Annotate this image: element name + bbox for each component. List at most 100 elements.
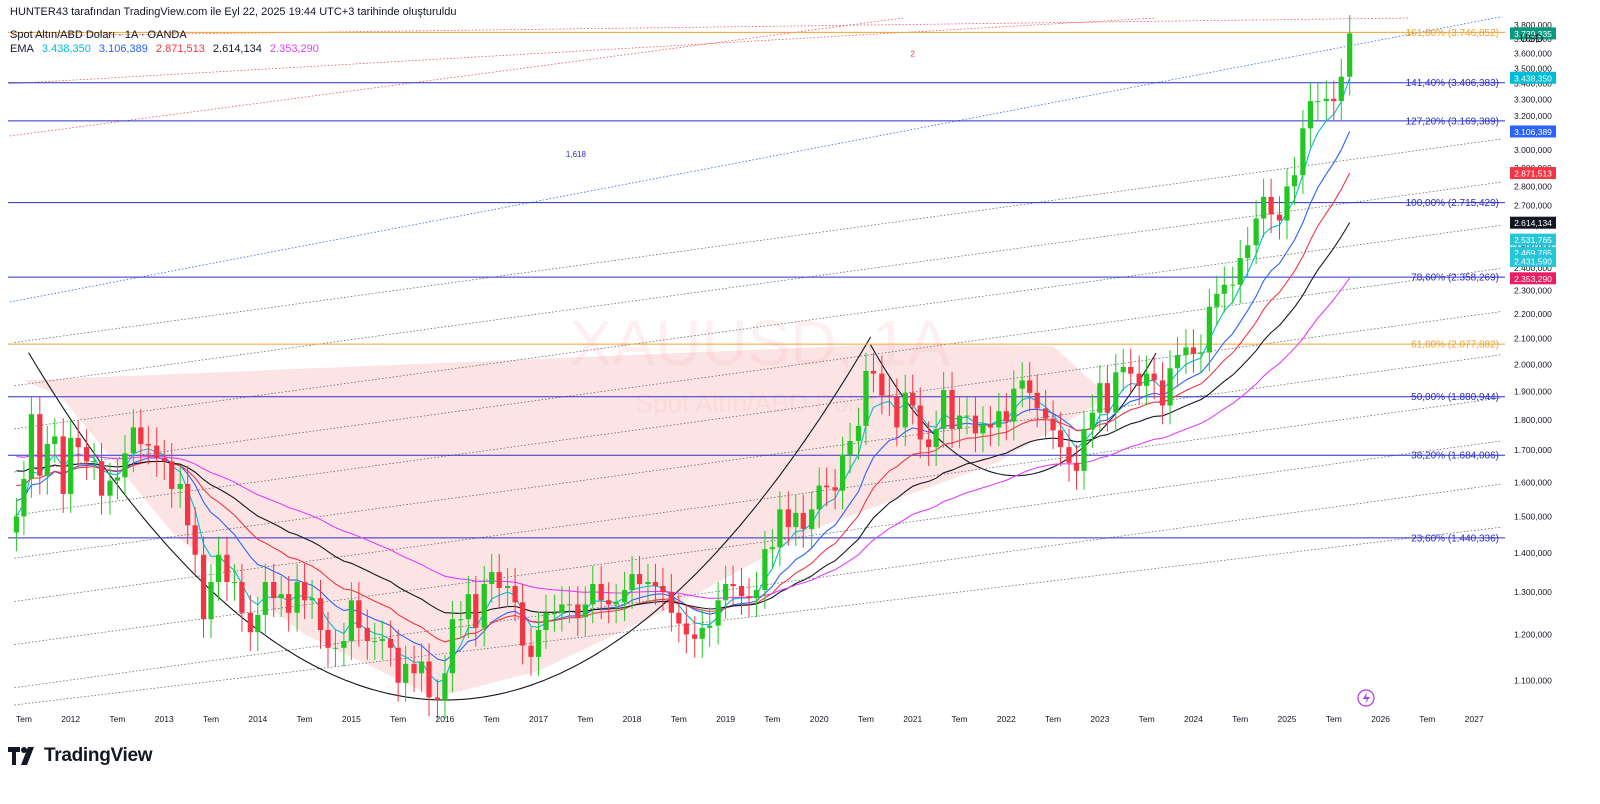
- y-tick-label: 3.200,000: [1514, 111, 1552, 121]
- candle-body: [1260, 196, 1267, 219]
- tradingview-logo[interactable]: TradingView: [8, 745, 153, 767]
- candle-body: [83, 447, 90, 462]
- candle-body: [44, 444, 50, 476]
- candle-body: [1190, 347, 1197, 354]
- candle-body: [551, 612, 558, 614]
- candle-body: [403, 663, 409, 683]
- candle-body: [411, 663, 417, 674]
- candles: [13, 15, 1353, 719]
- candle-body: [60, 436, 66, 494]
- candle-body: [114, 477, 121, 481]
- y-tick-label: 1.200,000: [1514, 629, 1552, 639]
- y-tick-label: 2.300,000: [1514, 285, 1552, 295]
- candle-body: [364, 627, 370, 642]
- candle-body: [192, 525, 198, 555]
- candle-body: [839, 454, 846, 491]
- y-tick-label: 1.700,000: [1514, 445, 1552, 455]
- candle-body: [449, 619, 456, 674]
- candle-body: [1206, 306, 1212, 353]
- candle-body: [590, 583, 596, 605]
- price-tag-bg: [1510, 216, 1556, 229]
- candle-body: [910, 392, 916, 406]
- candle-body: [753, 590, 760, 599]
- price-tag-bg: [1510, 27, 1556, 40]
- x-tick-label: Tem: [1326, 714, 1342, 724]
- ema-legend[interactable]: EMA 3.438,350 3.106,389 2.871,513 2.614,…: [10, 43, 324, 55]
- x-tick-label: 2016: [435, 714, 454, 724]
- candle-body: [660, 586, 666, 593]
- x-tick-label: 2019: [716, 714, 735, 724]
- candle-body: [902, 392, 908, 428]
- fib-level-label: 127,20% (3.169,389): [1406, 116, 1499, 127]
- channel-line: [14, 526, 1503, 706]
- x-tick-label: 2014: [248, 714, 267, 724]
- candle-body: [1042, 408, 1049, 419]
- candle-body: [683, 623, 689, 635]
- price-tag-bg: [1510, 272, 1556, 285]
- x-tick-label: 2015: [342, 714, 361, 724]
- x-tick-label: 2018: [623, 714, 642, 724]
- candle-body: [489, 572, 495, 584]
- candle-body: [1253, 218, 1259, 246]
- candle-body: [239, 582, 245, 613]
- candle-body: [824, 485, 830, 488]
- candle-body: [793, 512, 799, 528]
- y-tick-label: 1.400,000: [1514, 548, 1552, 558]
- candle-body: [138, 427, 144, 445]
- candle-body: [52, 436, 58, 445]
- candle-body: [1276, 214, 1283, 221]
- x-tick-label: Tem: [858, 714, 874, 724]
- candle-body: [598, 583, 604, 601]
- x-tick-label: 2026: [1371, 714, 1390, 724]
- candle-body: [1214, 293, 1220, 307]
- candle-body: [809, 509, 815, 529]
- fib-level-label: 141,40% (3.406,383): [1406, 78, 1499, 89]
- candle-body: [1198, 352, 1204, 354]
- ema-value-2: 3.106,389: [98, 43, 148, 55]
- candle-body: [247, 612, 253, 633]
- candle-body: [505, 586, 511, 589]
- fib-level-label: 38,20% (1.684,006): [1411, 451, 1499, 462]
- candle-body: [980, 424, 986, 434]
- x-tick-label: Tem: [671, 714, 687, 724]
- candle-body: [535, 630, 542, 657]
- fib-level-label: 100,00% (2.715,429): [1406, 198, 1499, 209]
- candle-body: [519, 602, 526, 646]
- y-tick-label: 1.300,000: [1514, 587, 1552, 597]
- ema-line-5: [16, 277, 1351, 599]
- candle-body: [886, 395, 892, 398]
- candle-body: [692, 634, 698, 639]
- x-tick-label: 2012: [61, 714, 80, 724]
- symbol-line[interactable]: Spot Altın/ABD Doları · 1A · OANDA: [10, 29, 187, 41]
- y-tick-label: 2.200,000: [1514, 309, 1552, 319]
- candle-body: [1237, 258, 1243, 285]
- candle-body: [1034, 392, 1040, 409]
- candle-body: [1050, 418, 1056, 431]
- currency-label[interactable]: USD: [1520, 33, 1544, 45]
- price-tag-label: 2.614,134: [1514, 218, 1552, 228]
- candle-body: [621, 590, 628, 603]
- y-tick-label: 2.800,000: [1514, 181, 1552, 191]
- candle-body: [785, 509, 791, 528]
- x-tick-label: Tem: [1232, 714, 1248, 724]
- ema-line-1: [15, 77, 1351, 683]
- candle-body: [879, 373, 885, 396]
- candle-body: [130, 427, 136, 454]
- candle-body: [458, 619, 464, 621]
- y-tick-label: 1.600,000: [1514, 477, 1552, 487]
- candle-body: [332, 647, 339, 649]
- candle-body: [98, 461, 105, 496]
- price-tag-label: 2.353,290: [1514, 274, 1552, 284]
- x-tick-label: Tem: [203, 714, 219, 724]
- candle-body: [1151, 373, 1157, 381]
- candle-body: [107, 480, 113, 496]
- candle-body: [294, 582, 300, 613]
- x-tick-label: 2024: [1184, 714, 1203, 724]
- candle-body: [512, 586, 518, 603]
- candle-body: [215, 554, 222, 583]
- candle-body: [987, 424, 994, 428]
- x-tick-label: 2021: [903, 714, 922, 724]
- candle-body: [832, 487, 838, 491]
- candle-body: [1136, 373, 1142, 386]
